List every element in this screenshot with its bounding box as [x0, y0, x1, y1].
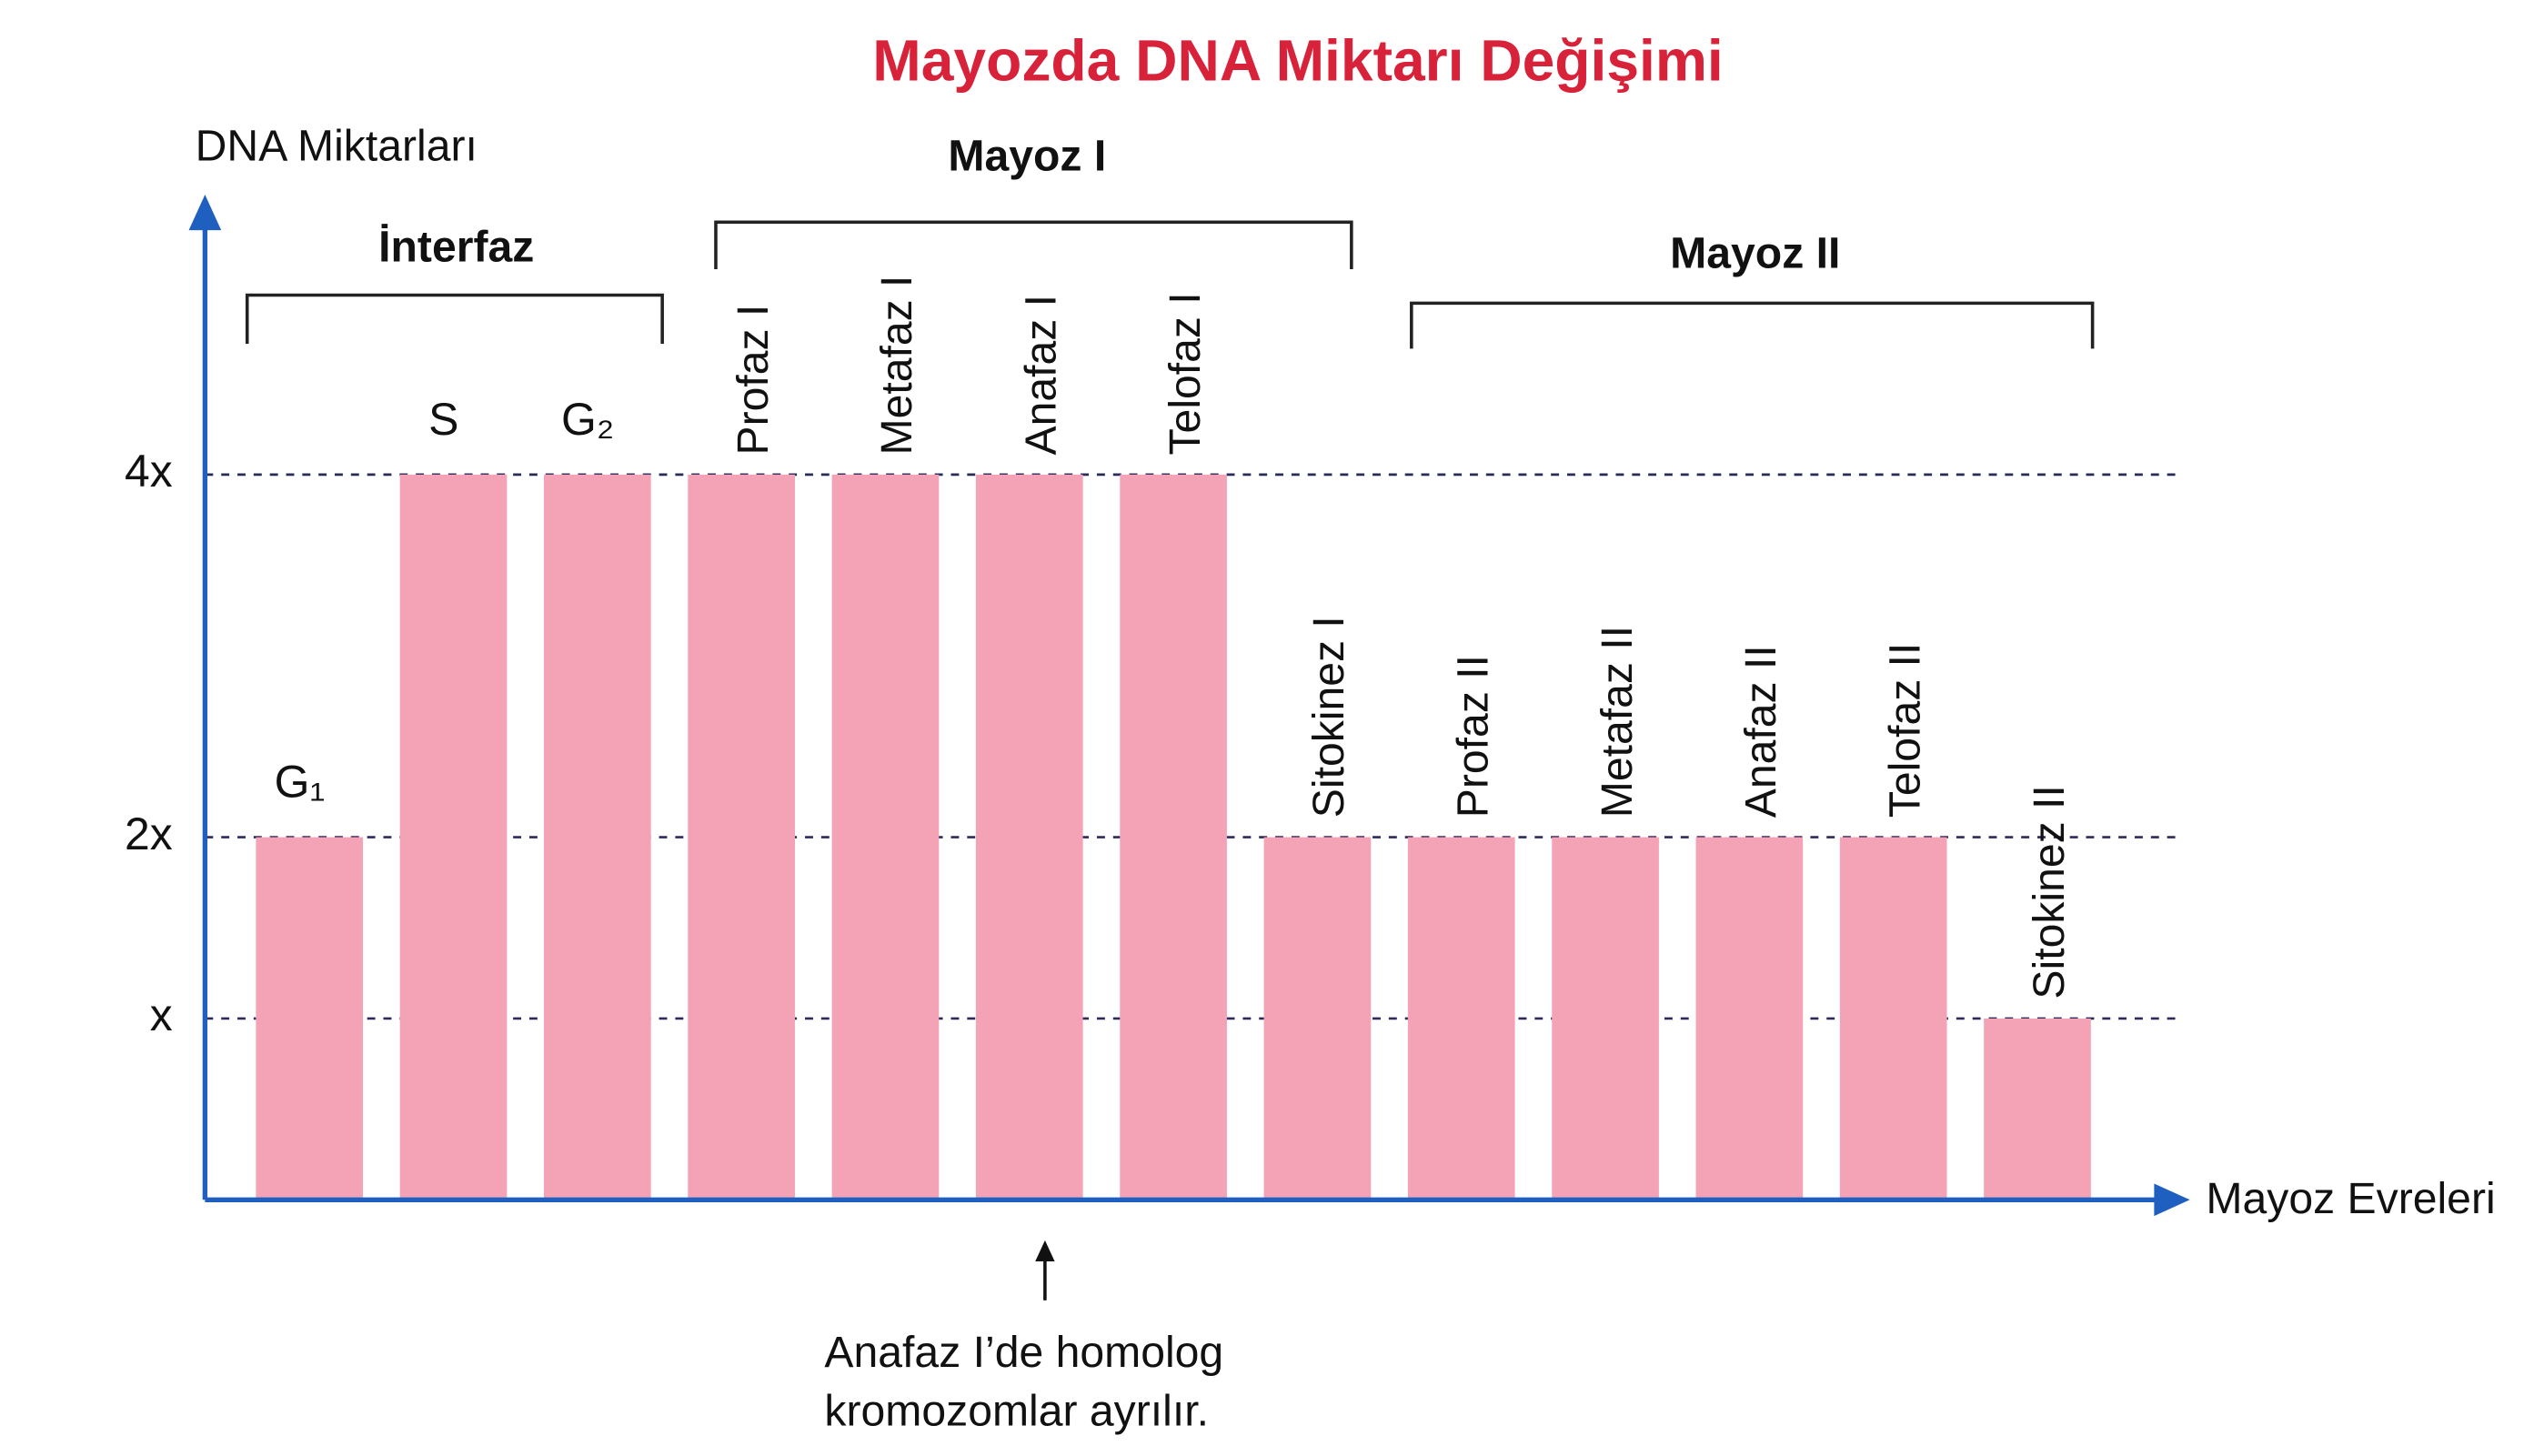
y-axis-arrow: [188, 194, 222, 231]
bars: [256, 474, 2091, 1200]
x-tick-label: Anafaz I: [1017, 295, 1066, 456]
bar: [1552, 837, 1659, 1200]
annotation: kromozomlar ayrılır.: [824, 1386, 1209, 1435]
x-tick-label: Anafaz II: [1736, 645, 1785, 818]
bar: [544, 474, 651, 1200]
group-label: İnterfaz: [378, 222, 534, 271]
y-tick-label: 2x: [125, 808, 173, 859]
bar: [1984, 1018, 2091, 1200]
bar: [1263, 837, 1372, 1200]
bar: [975, 474, 1083, 1200]
bar: [1839, 837, 1947, 1200]
bracket: [714, 220, 1353, 269]
x-tick-label: Profaz I: [729, 305, 778, 456]
x-axis-arrow: [2154, 1183, 2190, 1217]
x-tick-label: Metafaz II: [1593, 626, 1642, 818]
y-tick-label: x: [150, 989, 173, 1040]
group-label: Mayoz II: [1670, 228, 1840, 277]
x-tick-label: Sitokinez I: [1304, 616, 1353, 818]
chart-title: Mayozda DNA Miktarı Değişimi: [872, 27, 1723, 93]
grid: [205, 473, 2182, 1020]
x-tick-label: G₁: [275, 757, 326, 808]
bracket: [245, 293, 664, 344]
y-tick-label: 4x: [125, 446, 173, 497]
bar: [1695, 837, 1804, 1200]
x-tick-label: S: [428, 394, 458, 445]
x-tick-label: Telofaz II: [1880, 643, 1929, 818]
annotation: Anafaz I’de homolog: [824, 1328, 1223, 1377]
bracket: [1410, 301, 2095, 349]
y-axis-label: DNA Miktarları: [196, 122, 478, 171]
x-axis-label: Mayoz Evreleri: [2206, 1174, 2495, 1223]
x-tick-label: Sitokinez II: [2025, 785, 2074, 999]
bar: [399, 474, 508, 1200]
bar: [1120, 474, 1227, 1200]
bar: [1407, 837, 1515, 1200]
x-tick-label: Profaz II: [1449, 655, 1498, 818]
bar: [831, 474, 940, 1200]
group-label: Mayoz I: [948, 131, 1106, 180]
x-tick-label: Telofaz I: [1161, 292, 1210, 455]
x-tick-label: G₂: [561, 394, 614, 445]
foreground: x 2x 4x G₁ S G₂ Profaz I Metafaz I Anafaz I Telof…: [125, 131, 2190, 1435]
x-tick-label: Metafaz I: [872, 276, 921, 456]
bar: [688, 474, 795, 1200]
annotation-arrowhead: [1035, 1240, 1055, 1262]
bar: [256, 837, 364, 1200]
